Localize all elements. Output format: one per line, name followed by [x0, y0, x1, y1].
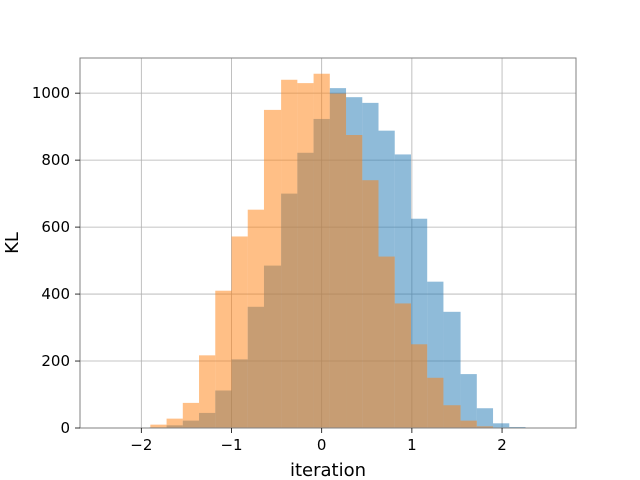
y-axis-ticks: 0 200 400 600 800 1000 [32, 84, 80, 437]
histogram-bar [362, 180, 379, 428]
x-axis-ticks: −2 −1 0 1 2 [130, 428, 507, 454]
y-axis-label: KL [2, 232, 23, 254]
plot-frame [79, 57, 577, 429]
histogram-bar [166, 418, 183, 428]
histogram-bar [394, 303, 411, 428]
y-tick-label: 400 [41, 285, 70, 303]
histogram-bar [410, 344, 428, 428]
y-tick-label: 600 [41, 218, 70, 236]
x-tick-label: −1 [220, 436, 242, 454]
x-tick-label: 0 [317, 436, 327, 454]
histogram-bar [460, 420, 477, 428]
histogram-bar [378, 256, 395, 428]
histogram-bar [443, 405, 461, 428]
histogram-bar [476, 426, 494, 428]
histogram-bars [133, 73, 526, 429]
histogram-bar [281, 79, 298, 428]
histogram-bar [443, 311, 461, 428]
histogram-bar [313, 73, 330, 429]
histogram-bar [182, 402, 200, 428]
histogram-bar [460, 374, 477, 428]
histogram-bar [476, 408, 494, 428]
histogram-bar [247, 209, 264, 428]
y-tick-label: 1000 [32, 84, 70, 102]
histogram-bar [509, 426, 526, 428]
histogram-bar [263, 109, 282, 428]
histogram-bar [493, 423, 510, 428]
histogram-bar [231, 236, 248, 428]
histogram-bar [150, 424, 167, 428]
histogram-bar [199, 355, 216, 428]
histogram-bar [297, 83, 314, 428]
x-tick-label: −2 [130, 436, 152, 454]
y-tick-label: 0 [60, 419, 70, 437]
y-tick-label: 200 [41, 352, 70, 370]
histogram-bar [427, 377, 444, 428]
histogram-series-2 [150, 73, 494, 429]
y-tick-label: 800 [41, 151, 70, 169]
histogram-bar [346, 135, 363, 428]
x-axis-label: iteration [290, 460, 366, 480]
histogram-bar [215, 290, 232, 428]
histogram-bar [329, 93, 347, 428]
x-tick-label: 2 [497, 436, 507, 454]
x-tick-label: 1 [407, 436, 417, 454]
